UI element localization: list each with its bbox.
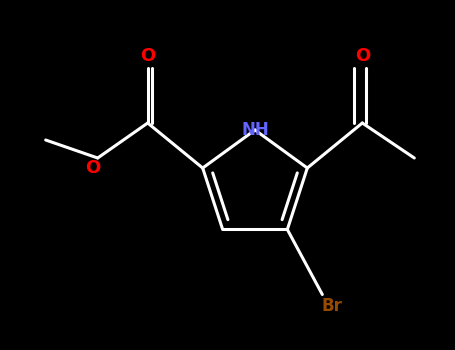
Text: O: O xyxy=(140,47,155,65)
Text: NH: NH xyxy=(241,121,269,139)
Text: Br: Br xyxy=(322,298,343,315)
Text: O: O xyxy=(355,47,370,65)
Text: O: O xyxy=(85,159,100,177)
